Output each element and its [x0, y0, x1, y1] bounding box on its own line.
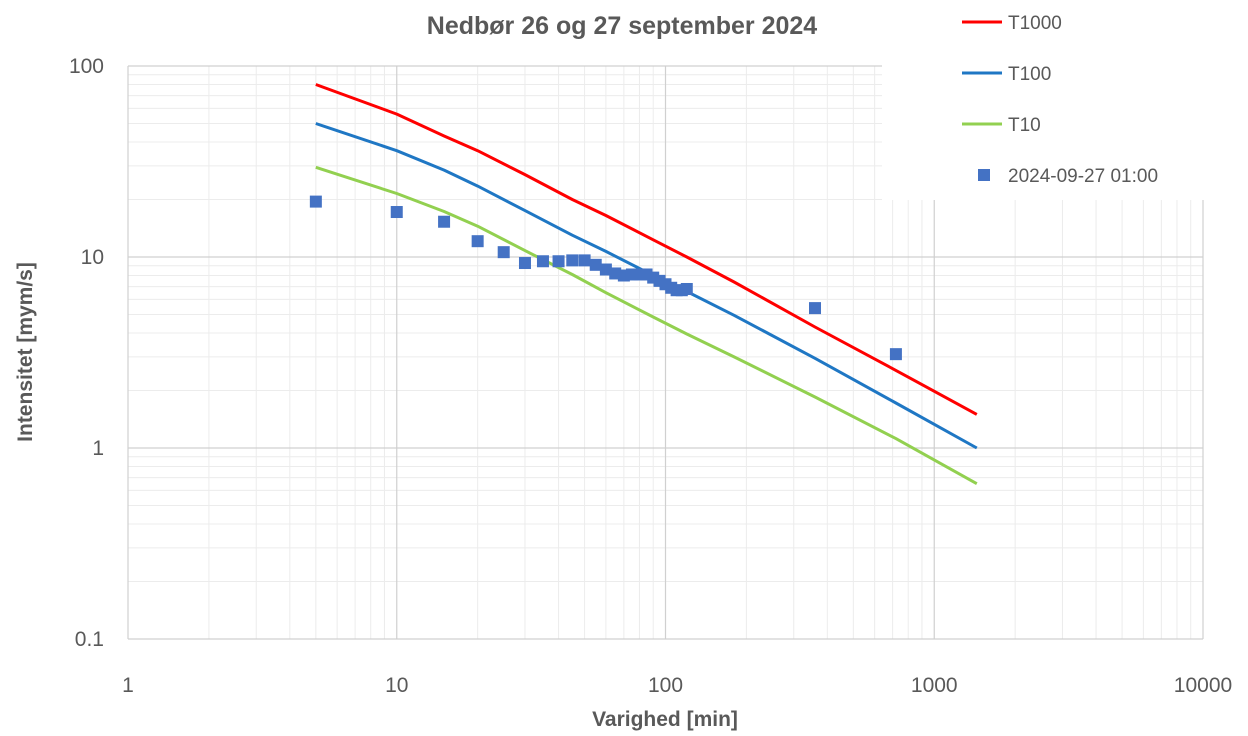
data-point: [497, 246, 510, 259]
legend-item: T10: [962, 115, 1041, 136]
legend-label: T10: [1008, 115, 1041, 136]
series-line: [315, 122, 978, 450]
data-point: [680, 282, 693, 295]
series-t1000: [315, 83, 978, 416]
legend-label: 2024-09-27 01:00: [1008, 166, 1158, 187]
x-tick-label: 100: [648, 674, 683, 697]
series-2024-09-27-01-00: [309, 195, 902, 361]
data-point: [589, 258, 602, 271]
series-t10: [315, 165, 978, 486]
y-tick-label: 100: [69, 55, 104, 78]
y-tick-label: 0.1: [75, 628, 104, 651]
data-point: [309, 195, 322, 208]
legend-item: 2024-09-27 01:00: [978, 166, 1158, 187]
data-point: [390, 206, 403, 219]
chart-title: Nedbør 26 og 27 september 2024: [427, 12, 818, 40]
data-point: [809, 302, 822, 315]
data-point: [536, 255, 549, 268]
legend-item: T1000: [962, 13, 1062, 34]
series-line: [315, 165, 978, 486]
legend-item: T100: [962, 64, 1051, 85]
data-point: [889, 348, 902, 361]
data-point: [471, 235, 484, 248]
legend-swatch: [978, 169, 990, 181]
legend-label: T1000: [1008, 13, 1062, 34]
x-tick-label: 1: [122, 674, 134, 697]
legend: T1000 T100 T10 2024-09-27 01:00: [962, 13, 1158, 187]
series-line: [315, 83, 978, 416]
data-point: [518, 257, 531, 270]
y-axis-title: Intensitet [mym/s]: [14, 262, 37, 442]
series-t100: [315, 122, 978, 450]
x-axis-ticks: 1 10 100 1000 10000: [122, 674, 1232, 697]
data-point: [599, 263, 612, 276]
data-point: [578, 254, 591, 267]
data-point: [566, 254, 579, 267]
x-tick-label: 1000: [911, 674, 958, 697]
x-tick-label: 10: [385, 674, 408, 697]
data-point: [552, 255, 565, 268]
y-axis-ticks: 0.1 1 10 100: [69, 55, 104, 651]
x-tick-label: 10000: [1174, 674, 1232, 697]
data-point: [438, 215, 451, 228]
chart-series: [309, 83, 978, 486]
legend-label: T100: [1008, 64, 1051, 85]
y-tick-label: 1: [92, 437, 104, 460]
x-axis-title: Varighed [min]: [592, 708, 738, 731]
y-tick-label: 10: [81, 246, 104, 269]
legend-background: [882, 0, 1248, 200]
